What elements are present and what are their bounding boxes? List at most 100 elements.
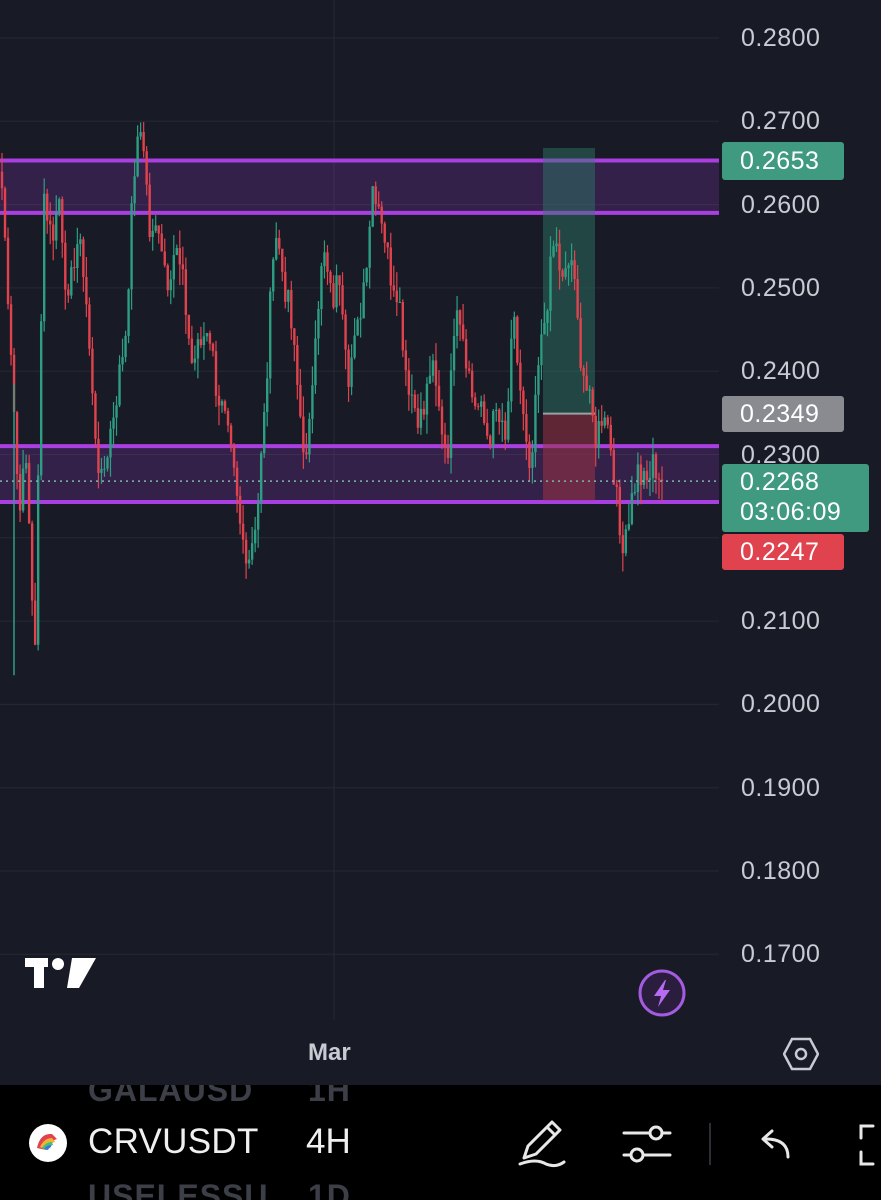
candle-body [338, 275, 341, 286]
candle-body [380, 206, 383, 224]
candle-body [82, 239, 85, 278]
candle-body [486, 423, 489, 436]
candle-body [386, 242, 389, 248]
candle-body [250, 543, 254, 560]
candle-body [489, 435, 492, 447]
price-axis-label: 0.2500 [741, 273, 821, 302]
candle-body [452, 336, 456, 371]
candle-body [546, 310, 549, 323]
candle-body [374, 186, 377, 205]
candle-body [220, 401, 224, 406]
candle-body [627, 523, 631, 530]
candle-body [9, 304, 13, 355]
candle-body [142, 132, 145, 152]
candle-body [238, 495, 242, 524]
candle-body [232, 445, 236, 468]
candle-body [422, 408, 426, 415]
candle-body [413, 394, 417, 409]
ghost-previous-timeframe: 1H [308, 1085, 351, 1108]
candle-body [458, 310, 462, 325]
candle-body [534, 394, 537, 453]
candle-body [133, 176, 136, 204]
price-chart[interactable] [0, 0, 881, 1085]
fullscreen-icon[interactable] [857, 1123, 881, 1172]
candle-body [269, 291, 272, 379]
candle-body [175, 248, 178, 256]
candle-body [121, 357, 124, 365]
timeframe-selector[interactable]: 4H [306, 1122, 351, 1161]
candle-body [130, 203, 133, 290]
candle-body [525, 414, 528, 442]
candle-body [335, 275, 338, 308]
candle-body [61, 199, 64, 243]
candle-body [428, 375, 432, 384]
candle-body [118, 364, 121, 406]
candle-body [94, 393, 97, 439]
candle-body [253, 529, 257, 544]
candle-body [163, 251, 166, 266]
candle-body [154, 225, 157, 232]
candle-body [202, 336, 206, 346]
candle-body [507, 401, 510, 440]
candle-body [145, 151, 148, 185]
candle-body [347, 349, 350, 387]
pencil-icon[interactable] [516, 1118, 568, 1175]
candle-body [115, 405, 118, 418]
lightning-icon[interactable] [638, 969, 686, 1022]
candle-body [100, 468, 103, 473]
candle-body [296, 344, 299, 385]
candle-body [461, 324, 465, 339]
candle-body [18, 473, 22, 511]
candle-body [555, 243, 558, 247]
candle-body [299, 384, 302, 417]
candle-body [657, 478, 661, 480]
candle-body [27, 463, 31, 524]
settings-hexagon-icon[interactable] [782, 1036, 820, 1077]
candle-body [588, 389, 591, 391]
candle-body [612, 450, 615, 485]
candle-body [389, 247, 392, 286]
candle-body [139, 132, 142, 137]
candle-body [407, 370, 411, 395]
sliders-icon[interactable] [622, 1123, 672, 1170]
candle-body [317, 308, 320, 339]
candle-body [281, 248, 284, 272]
candle-body [293, 328, 296, 345]
price-axis-label: 0.1800 [741, 857, 821, 885]
candle-body [52, 224, 55, 241]
candle-body [582, 367, 585, 376]
undo-icon[interactable] [754, 1127, 794, 1166]
stop-price: 0.2247 [740, 538, 820, 566]
candle-body [603, 417, 606, 426]
toolbar-divider [709, 1123, 711, 1165]
candle-body [606, 417, 609, 425]
candle-body [510, 338, 513, 402]
candle-body [392, 285, 395, 291]
candle-body [579, 317, 582, 368]
candle-body [410, 394, 414, 396]
candle-body [446, 446, 450, 458]
candle-body [166, 265, 169, 291]
current-price-tag: 0.2268 03:06:09 [722, 464, 869, 532]
candle-body [214, 351, 218, 396]
candle-body [223, 401, 227, 411]
candle-body [476, 406, 480, 408]
candle-body [190, 338, 194, 363]
candle-body [172, 255, 175, 280]
chart-area[interactable]: 0.2800 0.2700 0.2600 0.2500 0.2400 0.2300 0.21… [0, 0, 881, 1085]
curve-logo-icon [28, 1123, 68, 1168]
candle-body [305, 452, 308, 455]
candle-body [88, 304, 91, 349]
candle-body [6, 237, 10, 305]
candle-body [302, 416, 305, 453]
candle-body [648, 477, 652, 481]
candle-body [70, 267, 73, 296]
symbol-name[interactable]: CRVUSDT [88, 1122, 259, 1161]
candle-body [211, 343, 215, 352]
candle-body [356, 319, 359, 336]
ghost-next-timeframe: 1D [308, 1178, 351, 1200]
current-price: 0.2268 [740, 468, 820, 496]
candle-body [464, 338, 468, 369]
candle-body [256, 502, 260, 530]
candle-body [630, 493, 634, 524]
